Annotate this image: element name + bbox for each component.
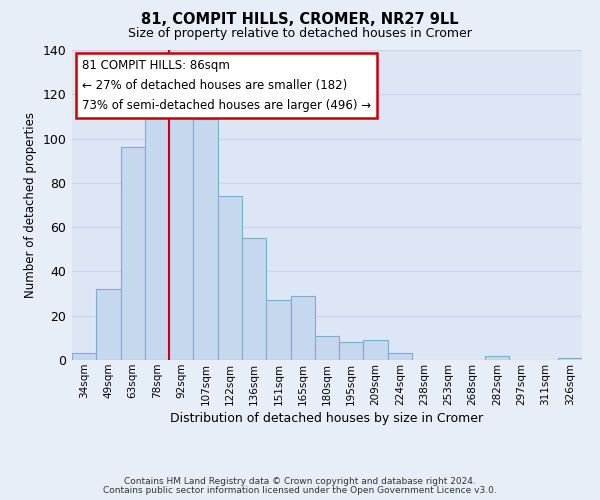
Bar: [218, 196, 242, 360]
Bar: [388, 354, 412, 360]
Text: Contains public sector information licensed under the Open Government Licence v3: Contains public sector information licen…: [103, 486, 497, 495]
Bar: [169, 110, 193, 360]
Bar: [96, 289, 121, 360]
Bar: [121, 148, 145, 360]
Bar: [364, 340, 388, 360]
X-axis label: Distribution of detached houses by size in Cromer: Distribution of detached houses by size …: [170, 412, 484, 425]
Bar: [72, 354, 96, 360]
Text: Contains HM Land Registry data © Crown copyright and database right 2024.: Contains HM Land Registry data © Crown c…: [124, 477, 476, 486]
Bar: [266, 300, 290, 360]
Bar: [315, 336, 339, 360]
Bar: [339, 342, 364, 360]
Text: 81, COMPIT HILLS, CROMER, NR27 9LL: 81, COMPIT HILLS, CROMER, NR27 9LL: [141, 12, 459, 28]
Text: 81 COMPIT HILLS: 86sqm
← 27% of detached houses are smaller (182)
73% of semi-de: 81 COMPIT HILLS: 86sqm ← 27% of detached…: [82, 60, 371, 112]
Y-axis label: Number of detached properties: Number of detached properties: [24, 112, 37, 298]
Bar: [193, 118, 218, 360]
Bar: [485, 356, 509, 360]
Text: Size of property relative to detached houses in Cromer: Size of property relative to detached ho…: [128, 28, 472, 40]
Bar: [145, 110, 169, 360]
Bar: [558, 358, 582, 360]
Bar: [290, 296, 315, 360]
Bar: [242, 238, 266, 360]
